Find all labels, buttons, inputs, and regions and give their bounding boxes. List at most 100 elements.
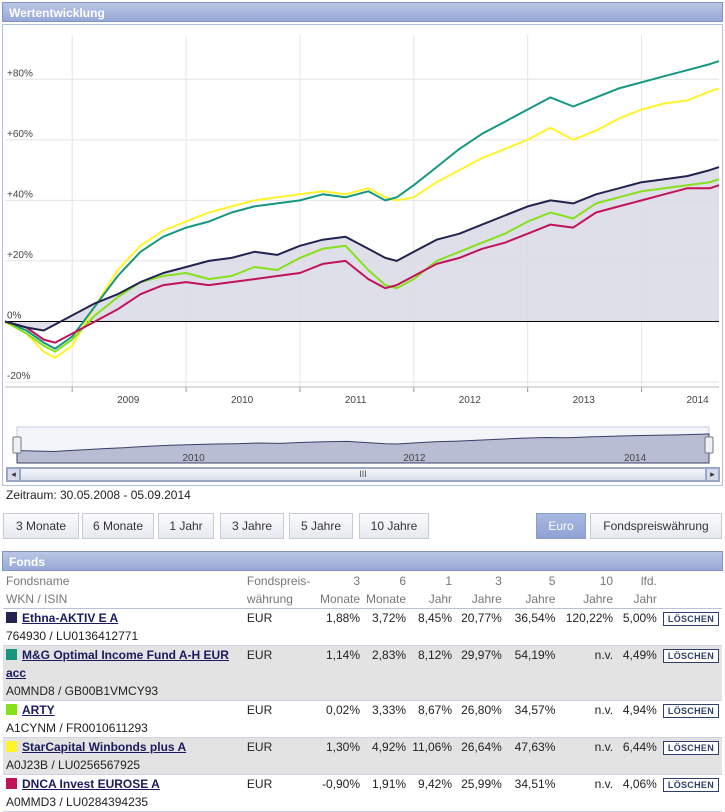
delete-button[interactable]: LÖSCHEN [662, 612, 719, 626]
header-m6-2: Monate [366, 592, 407, 606]
scroll-left-button[interactable]: ◂ [7, 468, 20, 481]
range-6-months-button[interactable]: 6 Monate [82, 513, 154, 539]
fund-name-link[interactable]: M&G Optimal Income Fund A-H EUR acc [6, 648, 229, 680]
delete-button[interactable]: LÖSCHEN [662, 649, 719, 663]
cell-y5: 47,63% [514, 740, 556, 754]
series-line [4, 178, 720, 353]
fund-name-link[interactable]: ARTY [22, 703, 55, 717]
header-m6-1: 6 [399, 574, 407, 588]
panel-header-fonds: Fonds [2, 551, 723, 571]
panel-title: Wertentwicklung [9, 6, 105, 20]
cell-ytd: 4,06% [622, 777, 657, 791]
cell-m6: 3,72% [372, 611, 407, 625]
navigator-area [16, 433, 710, 464]
series-line [4, 60, 720, 350]
y-tick-label: 0% [7, 310, 22, 321]
range-1-year-button[interactable]: 1 Jahr [158, 513, 214, 539]
range-3-months-button[interactable]: 3 Monate [3, 513, 79, 539]
chart-frame: -20% 0% +20% +40% +60% +80% 2009 2010 2011 2012 20… [2, 24, 723, 486]
funds-title: Fonds [9, 555, 45, 569]
cell-y3: 20,77% [461, 611, 502, 625]
header-y5-2: Jahre [525, 592, 556, 606]
cell-ytd: 5,00% [622, 611, 657, 625]
x-tick-label: 2012 [459, 395, 482, 406]
cell-ytd: 6,44% [622, 740, 657, 754]
currency-euro-button[interactable]: Euro [536, 513, 586, 539]
y-tick-label: +80% [7, 68, 33, 79]
header-wkn-isin: WKN / ISIN [6, 592, 68, 606]
cell-y1: 9,42% [418, 777, 453, 791]
cell-currency: EUR [246, 703, 273, 717]
header-m3-1: 3 [353, 574, 361, 588]
x-tick-label: 2014 [687, 395, 710, 406]
chart-scrollbar[interactable]: ◂ III ▸ [6, 467, 720, 482]
cell-y1: 8,12% [418, 648, 453, 662]
header-y1-1: 1 [445, 574, 453, 588]
cell-currency: EUR [246, 611, 273, 625]
scroll-thumb-grip: III [359, 469, 367, 479]
cell-m6: 4,92% [372, 740, 407, 754]
cell-y1: 8,67% [418, 703, 453, 717]
series-color-swatch [6, 704, 17, 715]
cell-m6: 1,91% [372, 777, 407, 791]
navigator-left-handle[interactable] [12, 436, 22, 454]
cell-currency: EUR [246, 777, 273, 791]
cell-m3: 1,14% [325, 648, 361, 662]
delete-button[interactable]: LÖSCHEN [662, 741, 719, 755]
table-row: DNCA Invest EUROSE A A0MMD3 / LU028439423… [3, 775, 722, 812]
x-tick-label: 2011 [345, 395, 367, 406]
fund-name-link[interactable]: DNCA Invest EUROSE A [22, 777, 160, 791]
y-tick-label: +40% [7, 189, 33, 200]
performance-chart: -20% 0% +20% +40% +60% +80% 2009 2010 2011 2012 20… [4, 35, 720, 464]
series-line [4, 166, 720, 332]
cell-y10: n.v. [594, 777, 614, 791]
range-10-years-button[interactable]: 10 Jahre [359, 513, 429, 539]
navigator-tick-label: 2012 [403, 453, 426, 464]
range-3-years-button[interactable]: 3 Jahre [220, 513, 284, 539]
fund-id: 764930 / LU0136412771 [6, 629, 139, 643]
cell-currency: EUR [246, 648, 273, 662]
cell-y10: n.v. [594, 648, 614, 662]
range-5-years-button[interactable]: 5 Jahre [289, 513, 353, 539]
cell-y1: 8,45% [418, 611, 453, 625]
period-text: Zeitraum: 30.05.2008 - 05.09.2014 [6, 488, 191, 502]
delete-button[interactable]: LÖSCHEN [662, 778, 719, 792]
fund-name-link[interactable]: StarCapital Winbonds plus A [22, 740, 187, 754]
navigator-right-handle[interactable] [704, 436, 714, 454]
scroll-thumb[interactable]: III [20, 468, 706, 481]
navigator-tick-label: 2014 [624, 453, 647, 464]
cell-m3: 1,88% [325, 611, 361, 625]
cell-m3: -0,90% [321, 777, 361, 791]
header-m3-2: Monate [319, 592, 361, 606]
x-tick-label: 2013 [573, 395, 596, 406]
table-row: StarCapital Winbonds plus A A0J23B / LU02… [3, 737, 722, 775]
fund-id: A0MND8 / GB00B1VMCY93 [6, 684, 159, 698]
cell-y3: 25,99% [461, 777, 502, 791]
cell-y5: 54,19% [514, 648, 556, 662]
table-row: M&G Optimal Income Fund A-H EUR acc A0MND… [3, 645, 722, 701]
y-tick-label: +20% [7, 250, 33, 261]
header-y3-1: 3 [495, 574, 502, 588]
scroll-right-button[interactable]: ▸ [706, 468, 719, 481]
series-color-swatch [6, 612, 17, 623]
fund-id: A0J23B / LU0256567925 [6, 758, 141, 772]
x-tick-label: 2010 [231, 395, 254, 406]
series-color-swatch [6, 741, 17, 752]
cell-y10: n.v. [594, 740, 614, 754]
currency-fund-button[interactable]: Fondspreiswährung [590, 513, 722, 539]
header-ytd-2: Jahr [633, 592, 657, 606]
cell-y3: 26,80% [461, 703, 502, 717]
table-header: Fondsname WKN / ISIN Fondspreis-währung 3… [3, 572, 722, 609]
cell-y5: 34,51% [514, 777, 556, 791]
header-y10-2: Jahre [583, 592, 614, 606]
fund-name-link[interactable]: Ethna-AKTIV E A [22, 611, 119, 625]
cell-y3: 26,64% [461, 740, 502, 754]
funds-table: Fondsname WKN / ISIN Fondspreis-währung 3… [3, 572, 722, 812]
cell-y5: 36,54% [514, 611, 556, 625]
cell-y10: 120,22% [565, 611, 614, 625]
y-tick-label: +60% [7, 129, 33, 140]
header-currency-1: Fondspreis- [246, 574, 311, 588]
fund-id: A1CYNM / FR0010611293 [6, 721, 148, 735]
cell-y10: n.v. [594, 703, 614, 717]
delete-button[interactable]: LÖSCHEN [662, 704, 719, 718]
